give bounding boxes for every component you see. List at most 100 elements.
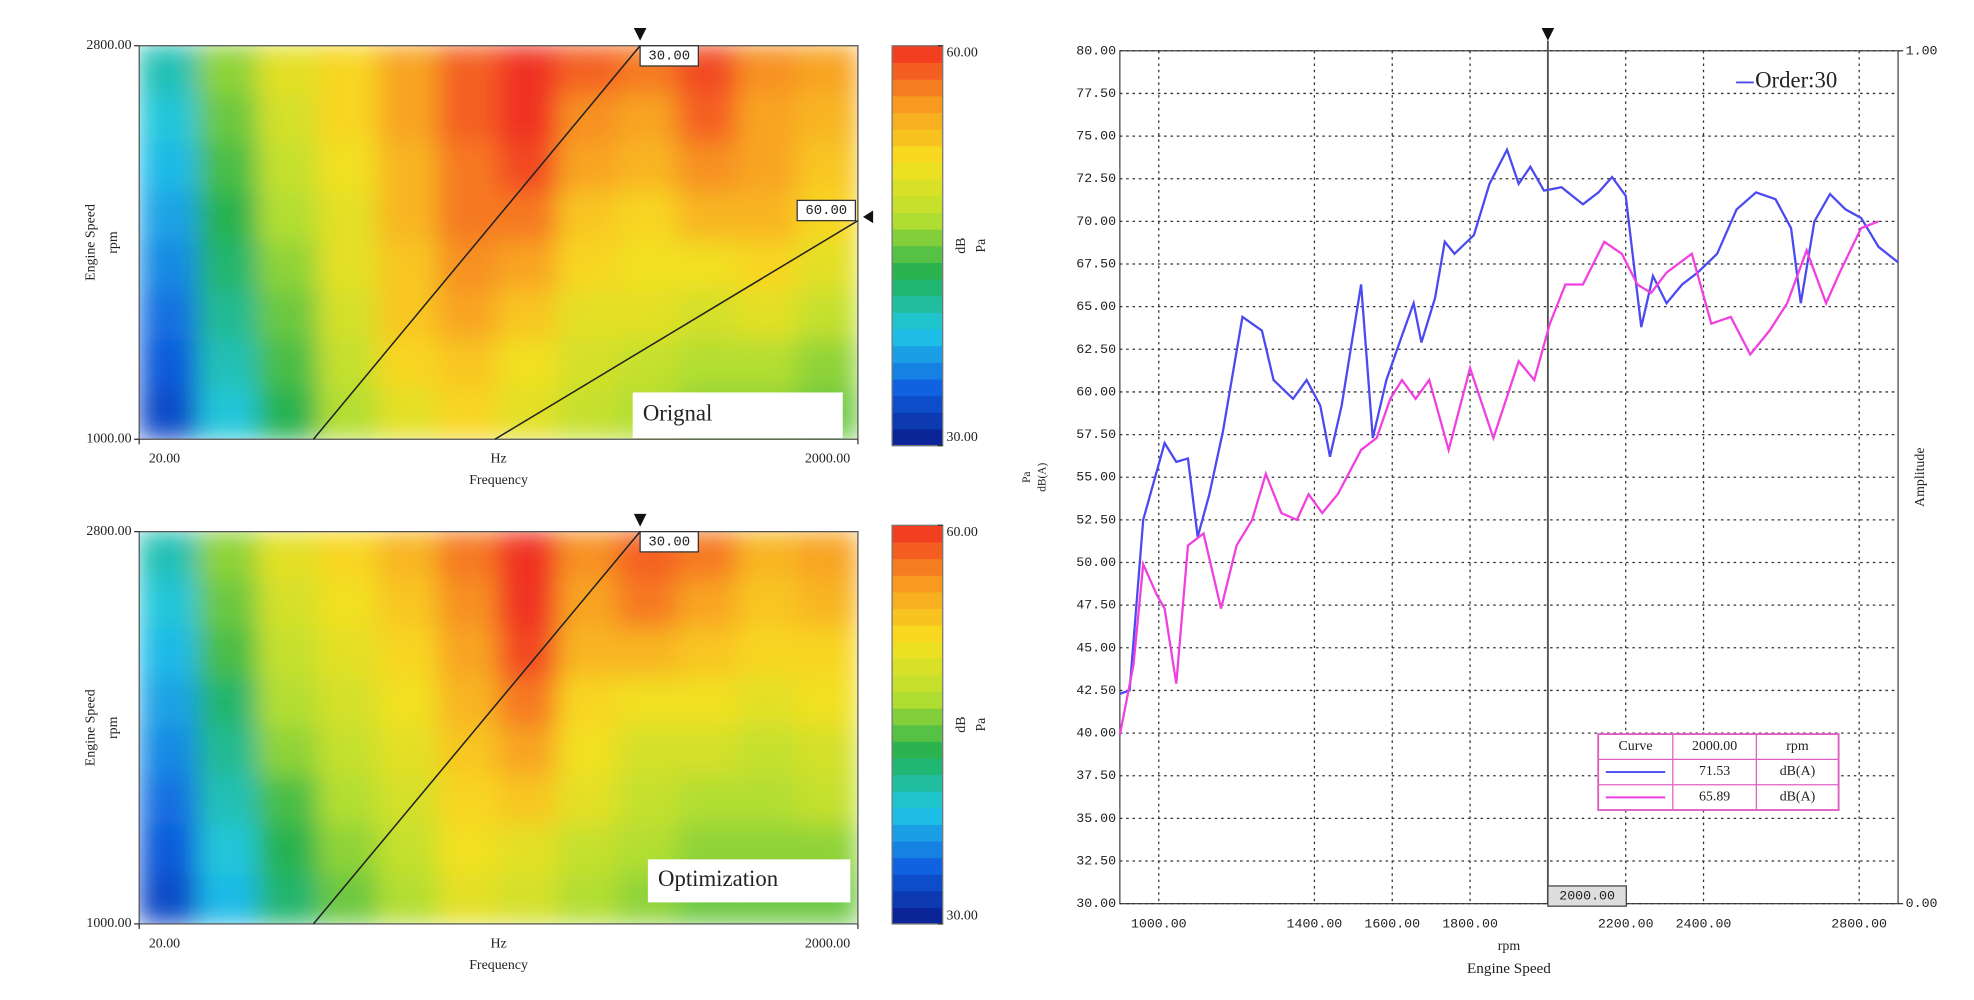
y-tick-label: 47.50 [1076, 598, 1116, 613]
heatmap-cell [557, 775, 620, 828]
heatmap-cell [257, 388, 321, 440]
y-tick-label: 57.50 [1076, 427, 1116, 442]
heatmap-cell [139, 388, 201, 440]
colorbar-swatch [892, 807, 943, 825]
y-axis-label: Engine Speed [83, 204, 98, 281]
colorbar-swatch [892, 691, 943, 709]
heatmap-cell [497, 531, 560, 582]
heatmap-cell [557, 290, 620, 343]
heatmap-cell [497, 192, 560, 244]
heatmap-cell [317, 726, 381, 779]
colorbar-swatch [892, 129, 943, 147]
colorbar-swatch [892, 624, 943, 643]
y2-tick-label: 0.00 [1906, 896, 1938, 911]
x-tick-label: 2000.00 [805, 452, 850, 467]
order-label: 60.00 [805, 203, 847, 219]
heatmap-cell [617, 93, 680, 146]
x-tick-label: 2400.00 [1676, 916, 1732, 931]
heatmap-cell [617, 339, 680, 392]
heatmap-cell [796, 726, 858, 779]
x-unit: Hz [490, 936, 506, 951]
colorbar-swatch [892, 212, 943, 230]
heatmap-cell [796, 531, 858, 582]
y-tick-label: 55.00 [1076, 470, 1116, 485]
heatmap-cell [557, 628, 620, 681]
colorbar-swatch [892, 575, 943, 593]
y-tick-label: 70.00 [1076, 214, 1116, 229]
colorbar-swatch [892, 658, 943, 676]
colorbar-swatch [892, 79, 943, 97]
y-tick-label: 2800.00 [86, 38, 131, 53]
heatmap-cell [257, 93, 321, 146]
heatmap-cell [377, 192, 440, 244]
heatmap-cell [197, 45, 261, 97]
colorbar-swatch [892, 890, 943, 908]
heatmap-cell [497, 726, 560, 779]
heatmap-cell [139, 579, 201, 631]
heatmap-cell [676, 241, 740, 293]
y-tick-label: 2800.00 [86, 524, 131, 539]
heatmap-cell [139, 192, 201, 244]
y-tick-label: 60.00 [1076, 384, 1116, 399]
heatmap-cell [257, 677, 321, 730]
colorbar-swatch [892, 525, 943, 543]
heatmap-cell [437, 241, 500, 293]
heatmap-cell [736, 93, 800, 146]
heatmap-cell [197, 873, 261, 924]
x-axis-label: Frequency [469, 958, 528, 973]
heatmap-cell [557, 824, 620, 877]
heatmap-cell [736, 579, 800, 631]
heatmap-cell [557, 388, 620, 440]
y-tick-label: 42.50 [1076, 683, 1116, 698]
heatmap [139, 531, 858, 924]
heatmap-cell [437, 290, 500, 343]
heatmap-cell [139, 628, 201, 681]
heatmap-cell [796, 775, 858, 828]
heatmap-cell [317, 531, 381, 582]
y-tick-label: 35.00 [1076, 811, 1116, 826]
colorbar-tick-label: 60.00 [947, 46, 978, 61]
heatmap-cell [139, 142, 201, 195]
heatmap-cell [257, 873, 321, 924]
heatmap-cell [139, 93, 201, 146]
heatmap-cell [617, 241, 680, 293]
heatmap-cell [557, 579, 620, 631]
heatmap-cell [736, 628, 800, 681]
y-tick-label: 37.50 [1076, 768, 1116, 783]
heatmap-cell [437, 579, 500, 631]
heatmap-cell [197, 388, 261, 440]
order-label: 30.00 [648, 534, 690, 550]
heatmap-cell [197, 339, 261, 392]
series-line [1119, 146, 1899, 695]
series-line [1118, 220, 1880, 736]
colorbar-frame [891, 45, 944, 447]
heatmap-cell [617, 192, 680, 244]
heatmap-cell [437, 142, 500, 195]
heatmap-cell [796, 290, 858, 343]
panel-label: Orignal [643, 400, 713, 425]
heatmap-cell [257, 726, 321, 779]
y-tick-label: 80.00 [1076, 43, 1116, 58]
heatmap-cell [317, 677, 381, 730]
table-cell: 65.89 [1699, 790, 1730, 805]
heatmap-cell [676, 677, 740, 730]
heatmap-cell [197, 290, 261, 343]
heatmap-cell [139, 677, 201, 730]
heatmap-cell [197, 677, 261, 730]
heatmap-cell [796, 628, 858, 681]
heatmap-cell [437, 339, 500, 392]
heatmap-cell [736, 339, 800, 392]
heatmap-cell [557, 873, 620, 924]
order-pointer [862, 210, 874, 224]
heatmap-cell [139, 45, 201, 97]
heatmap-cell [197, 142, 261, 195]
colorbar-swatch [892, 179, 943, 197]
colorbar-tick-label: 60.00 [947, 525, 978, 540]
heatmap-cell [317, 192, 381, 244]
colorbar-swatch [892, 774, 943, 792]
colorbar-swatch [892, 412, 943, 430]
colorbar-label: dB [954, 238, 969, 254]
heatmap-cell [317, 142, 381, 195]
